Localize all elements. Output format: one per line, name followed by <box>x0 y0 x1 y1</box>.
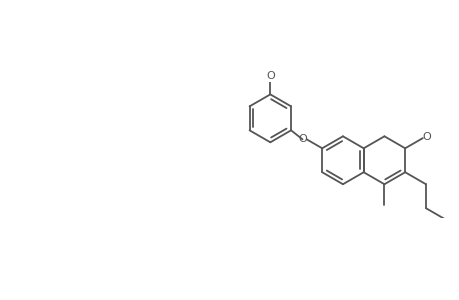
Text: O: O <box>265 71 274 81</box>
Text: O: O <box>297 134 306 144</box>
Text: O: O <box>422 132 431 142</box>
